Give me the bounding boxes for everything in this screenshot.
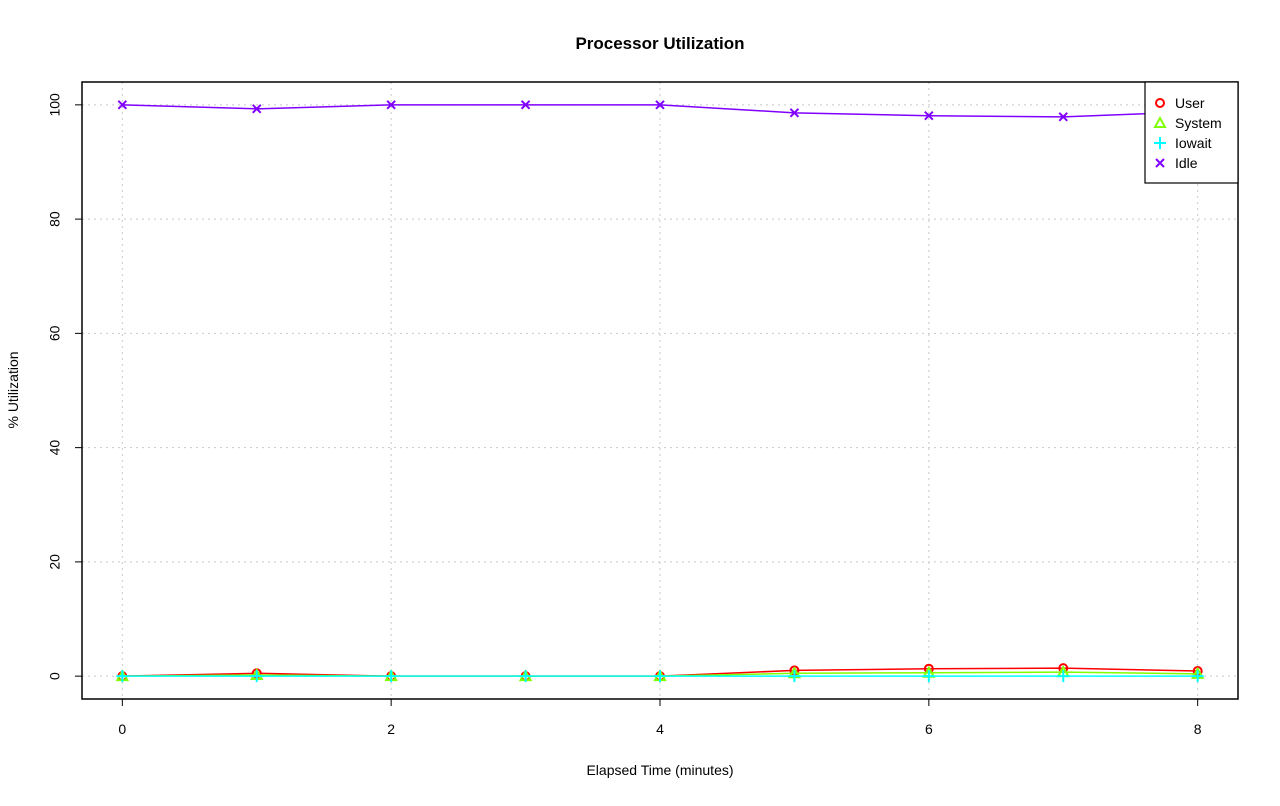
- data-point-idle: [924, 110, 934, 121]
- y-tick-label: 100: [47, 93, 63, 117]
- legend-marker-system: [1153, 115, 1167, 128]
- data-point-iowait: [385, 670, 398, 683]
- legend-label-idle: Idle: [1175, 155, 1198, 171]
- legend-label-system: System: [1175, 115, 1222, 131]
- legend: User System Iowait Idle: [1144, 81, 1239, 184]
- data-point-iowait: [788, 670, 801, 683]
- y-tick-label: 80: [47, 211, 63, 227]
- x-tick-label: 0: [118, 721, 126, 737]
- data-point-idle: [789, 108, 800, 118]
- legend-label-user: User: [1175, 95, 1205, 111]
- x-axis-label: Elapsed Time (minutes): [586, 762, 733, 778]
- legend-marker-idle: [1155, 158, 1165, 168]
- legend-label-iowait: Iowait: [1175, 135, 1212, 151]
- data-point-iowait: [1191, 670, 1204, 683]
- legend-marker-iowait: [1154, 137, 1166, 149]
- y-tick-label: 20: [47, 554, 63, 570]
- data-point-iowait: [116, 670, 129, 683]
- y-tick-label: 40: [47, 440, 63, 456]
- chart-title: Processor Utilization: [575, 34, 744, 53]
- plot-frame: [81, 81, 1239, 700]
- data-point-iowait: [1057, 670, 1070, 683]
- data-point-idle: [520, 100, 531, 110]
- data-point-iowait: [654, 670, 666, 683]
- x-tick-label: 8: [1194, 721, 1202, 737]
- x-tick-label: 2: [387, 721, 395, 737]
- data-point-idle: [386, 100, 396, 110]
- y-axis-label: % Utilization: [5, 351, 21, 428]
- data-point-idle: [655, 100, 665, 110]
- series-idle: [117, 100, 1203, 122]
- legend-marker-user: [1155, 98, 1165, 108]
- data-point-idle: [1058, 112, 1068, 122]
- data-point-iowait: [250, 670, 263, 683]
- series-iowait: [116, 670, 1204, 683]
- data-point-idle: [252, 104, 262, 114]
- data-point-idle: [117, 100, 128, 110]
- x-tick-label: 4: [656, 721, 664, 737]
- y-tick-label: 60: [47, 325, 63, 341]
- data-point-iowait: [519, 670, 532, 683]
- x-tick-label: 6: [925, 721, 933, 737]
- data-point-iowait: [922, 670, 935, 683]
- y-tick-label: 0: [47, 672, 63, 680]
